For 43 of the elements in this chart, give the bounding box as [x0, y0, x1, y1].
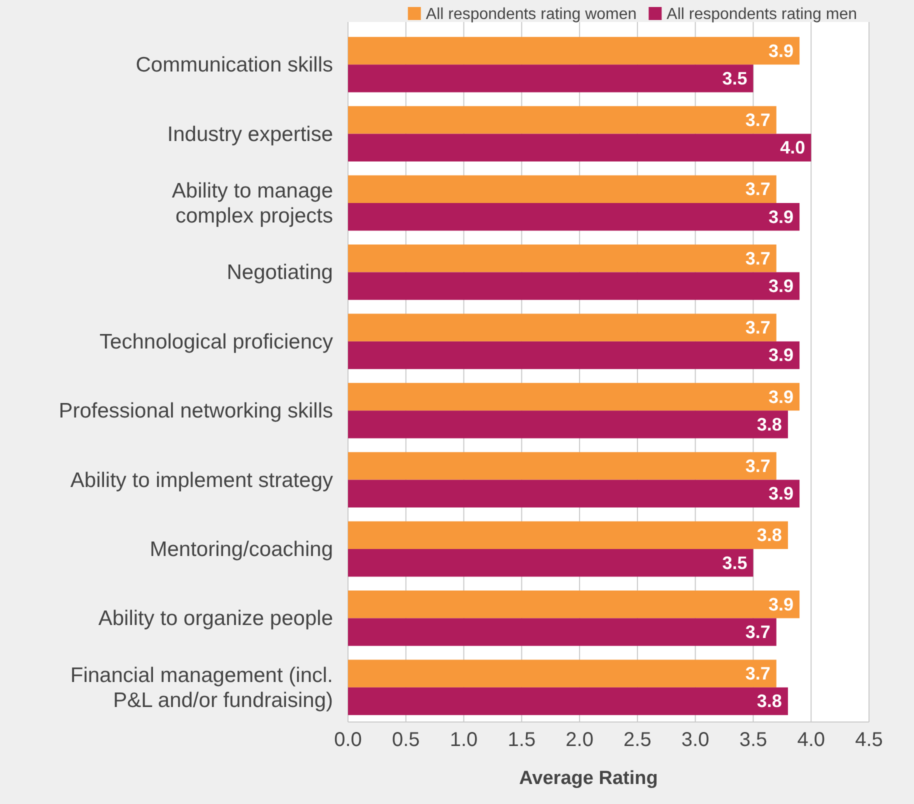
data-label: 4.0	[780, 138, 806, 158]
data-label: 3.9	[768, 386, 794, 407]
data-label: 3.9	[768, 594, 794, 614]
data-label: 3.9	[768, 276, 794, 296]
x-tick-label: 3.0	[681, 729, 710, 752]
legend-label: All respondents rating men	[666, 6, 857, 23]
y-tick-label: Technological proficiency	[100, 330, 334, 354]
data-label: 3.9	[768, 206, 794, 227]
y-tick-label: Negotiating	[226, 261, 333, 284]
y-tick-label: Ability to implement strategy	[70, 468, 334, 492]
x-tick-label: 4.0	[797, 729, 826, 752]
y-tick-label: Professional networking skills	[58, 400, 333, 423]
data-label: 3.7	[745, 456, 770, 476]
data-label: 3.9	[768, 40, 794, 61]
data-label: 3.7	[745, 318, 770, 338]
x-tick-label: 1.0	[450, 729, 478, 752]
y-tick-label: Mentoring/coaching	[150, 538, 333, 561]
y-tick-label: Industry expertise	[167, 122, 333, 146]
data-label: 3.8	[756, 691, 782, 712]
data-label: 3.7	[745, 248, 770, 268]
data-label: 3.7	[745, 664, 770, 684]
data-label: 3.7	[745, 622, 770, 642]
data-label: 3.9	[768, 484, 794, 504]
x-tick-label: 0.5	[392, 729, 420, 752]
y-tick-label: Communication skills	[136, 54, 333, 77]
x-tick-label: 0.0	[334, 729, 362, 752]
legend-label: All respondents rating women	[426, 6, 637, 23]
data-label: 3.8	[756, 414, 782, 434]
x-tick-label: 3.5	[739, 729, 768, 752]
y-tick-label: Financial management (incl. P&L and/or fundraising)	[70, 664, 333, 712]
data-label: 3.5	[722, 68, 748, 88]
x-tick-label: 1.5	[508, 729, 536, 752]
data-label: 3.7	[745, 110, 770, 130]
x-tick-label: 2.5	[624, 729, 652, 752]
x-tick-label: 2.0	[566, 729, 594, 752]
data-label: 3.8	[756, 525, 782, 546]
x-axis-title: Average Rating	[519, 768, 658, 789]
data-label: 3.9	[768, 345, 794, 366]
y-tick-label: Ability to manage complex projects	[172, 180, 333, 228]
data-label: 3.7	[745, 179, 770, 200]
y-tick-label: Ability to organize people	[98, 607, 333, 630]
data-label: 3.5	[722, 552, 748, 573]
x-tick-label: 4.5	[855, 729, 883, 752]
